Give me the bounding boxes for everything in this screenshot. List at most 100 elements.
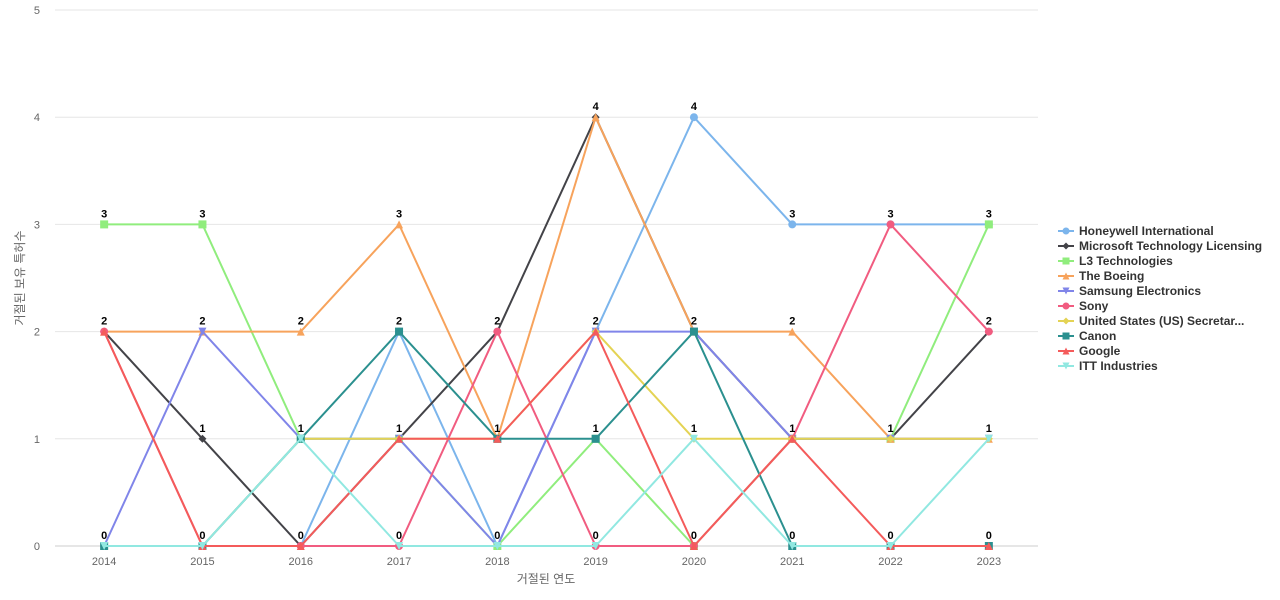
data-label: 0 [298,530,304,542]
data-point-marker[interactable] [886,542,895,550]
data-label: 0 [789,530,795,542]
data-label: 3 [396,208,402,220]
legend-label: Honeywell International [1079,224,1214,238]
data-point-marker[interactable] [984,542,993,550]
data-point-marker[interactable] [395,542,404,550]
y-axis-ticks: 0 1 2 3 4 5 [34,5,40,553]
legend-marker [1062,227,1070,235]
x-tick-label: 2017 [387,556,411,568]
data-point-marker[interactable] [198,220,207,229]
data-point-marker[interactable] [395,434,404,443]
data-label: 2 [396,316,402,328]
data-label: 1 [887,423,893,435]
data-point-marker[interactable] [689,542,698,550]
data-label: 2 [199,316,205,328]
series-line[interactable] [103,330,989,547]
x-tick-label: 2021 [780,556,804,568]
data-point-marker[interactable] [591,434,600,443]
data-label: 3 [986,208,992,220]
data-point-marker[interactable] [984,434,993,443]
legend-label: Samsung Electronics [1079,284,1201,298]
data-point-marker[interactable] [788,542,797,550]
x-tick-label: 2019 [583,556,607,568]
legend-item[interactable]: Sony [1058,299,1109,313]
data-label: 3 [199,208,205,220]
data-label: 4 [691,101,698,113]
data-label: 0 [593,530,599,542]
data-label: 1 [986,423,992,435]
legend-marker [1062,317,1070,325]
data-point-marker[interactable] [788,434,797,443]
data-label: 0 [396,530,402,542]
x-tick-label: 2018 [485,556,509,568]
legend-item[interactable]: L3 Technologies [1058,254,1173,268]
data-point-marker[interactable] [493,542,502,550]
data-point-marker[interactable] [493,327,502,336]
legend-label: Microsoft Technology Licensing [1079,239,1262,253]
data-label: 0 [986,530,992,542]
legend-item[interactable]: United States (US) Secretar... [1058,314,1244,328]
data-label: 2 [789,316,795,328]
data-point-marker[interactable] [788,220,797,229]
data-point-marker[interactable] [395,220,404,229]
legend-label: The Boeing [1079,269,1144,283]
data-point-marker[interactable] [689,434,698,443]
legend-item[interactable]: Samsung Electronics [1058,284,1201,298]
data-point-marker[interactable] [591,542,600,550]
legend-item[interactable]: The Boeing [1058,269,1144,283]
data-point-marker[interactable] [591,113,600,122]
legend-label: Sony [1079,299,1109,313]
data-point-marker[interactable] [689,113,698,122]
legend-item[interactable]: Honeywell International [1058,224,1214,238]
data-point-marker[interactable] [100,220,109,229]
legend-item[interactable]: Canon [1058,329,1116,343]
data-point-marker[interactable] [296,434,305,443]
legend-label: L3 Technologies [1079,254,1173,268]
legend-label: Canon [1079,329,1116,343]
legend-label: United States (US) Secretar... [1079,314,1244,328]
legend-item[interactable]: Google [1058,344,1121,358]
series-group [100,113,993,443]
data-point-marker[interactable] [591,327,600,336]
data-point-marker[interactable] [198,542,207,550]
data-point-marker[interactable] [984,220,993,229]
y-tick-label: 1 [34,434,40,446]
data-label: 2 [298,316,304,328]
data-point-marker[interactable] [296,542,305,550]
data-point-marker[interactable] [395,327,404,336]
legend-marker [1062,332,1070,340]
data-label: 1 [494,423,500,435]
data-point-marker[interactable] [493,434,502,443]
data-point-marker[interactable] [100,542,109,550]
data-label: 1 [691,423,697,435]
legend-marker [1062,257,1070,265]
data-label: 3 [789,208,795,220]
legend-marker [1062,347,1070,355]
x-tick-label: 2022 [878,556,902,568]
data-point-marker[interactable] [100,327,109,336]
series-line[interactable] [104,437,990,547]
legend-item[interactable]: Microsoft Technology Licensing [1058,239,1262,253]
data-label: 2 [691,316,697,328]
data-label: 3 [101,208,107,220]
data-label: 0 [199,530,205,542]
series-group [100,434,993,550]
y-tick-label: 3 [34,219,40,231]
data-point-marker[interactable] [198,434,207,443]
data-point-marker[interactable] [198,327,207,336]
data-label: 0 [101,530,107,542]
x-tick-label: 2014 [92,556,116,568]
data-label: 4 [593,101,600,113]
data-point-marker[interactable] [886,434,895,443]
data-label: 2 [986,316,992,328]
data-label: 2 [494,316,500,328]
data-point-marker[interactable] [788,327,797,336]
data-label: 1 [396,423,402,435]
legend-item[interactable]: ITT Industries [1058,359,1158,373]
data-point-marker[interactable] [689,327,698,336]
data-point-marker[interactable] [984,327,993,336]
series-line[interactable] [104,116,989,440]
data-point-marker[interactable] [886,220,895,229]
data-point-marker[interactable] [296,327,305,336]
series-lines [100,113,993,550]
